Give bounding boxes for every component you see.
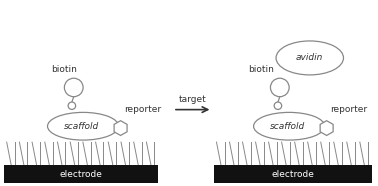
Text: target: target (179, 95, 206, 104)
Circle shape (270, 78, 289, 97)
Ellipse shape (254, 112, 325, 140)
Circle shape (68, 102, 76, 109)
Bar (5, 165, 158, 183)
Text: avidin: avidin (296, 53, 324, 62)
Ellipse shape (48, 112, 119, 140)
Text: biotin: biotin (248, 65, 274, 74)
Ellipse shape (276, 41, 344, 75)
Text: scaffold: scaffold (64, 122, 99, 131)
Polygon shape (320, 121, 333, 135)
Text: electrode: electrode (60, 170, 103, 179)
Text: biotin: biotin (51, 65, 77, 74)
Circle shape (64, 78, 83, 97)
Text: reporter: reporter (124, 105, 161, 114)
Bar (214, 165, 372, 183)
Circle shape (274, 102, 282, 109)
Text: scaffold: scaffold (270, 122, 305, 131)
Text: electrode: electrode (271, 170, 314, 179)
Text: reporter: reporter (330, 105, 367, 114)
Polygon shape (114, 121, 127, 135)
